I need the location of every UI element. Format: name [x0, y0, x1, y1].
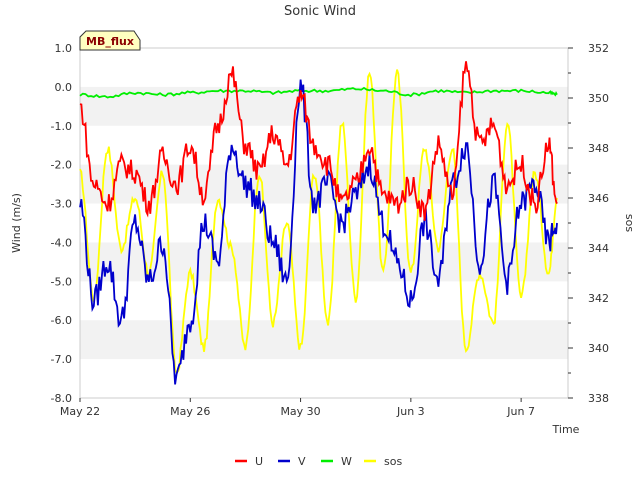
y2-tick-label: 346	[588, 192, 609, 205]
x-tick-label: Jun 7	[506, 405, 535, 418]
y-tick-label: -8.0	[51, 392, 72, 405]
y2-tick-label: 338	[588, 392, 609, 405]
series-layer	[79, 61, 558, 385]
legend-label-sos: sos	[384, 455, 402, 468]
y2-tick-label: 340	[588, 342, 609, 355]
series-line-u	[79, 61, 558, 221]
x-tick-label: May 26	[170, 405, 210, 418]
y2-tick-label: 352	[588, 42, 609, 55]
x-axis-label: Time	[552, 423, 580, 436]
y-tick-label: -5.0	[51, 275, 72, 288]
series-line-v	[79, 79, 558, 385]
chart-title: Sonic Wind	[284, 4, 356, 19]
legend-label-u: U	[255, 455, 263, 468]
y-axis-label: Wind (m/s)	[10, 193, 23, 253]
y-tick-label: -6.0	[51, 314, 72, 327]
y2-tick-label: 342	[588, 292, 609, 305]
y-tick-label: -2.0	[51, 159, 72, 172]
x-ticks: May 22 May 26 May 30 Jun 3 Jun 7	[60, 398, 535, 418]
y-ticks: 1.0 0.0 -1.0 -2.0 -3.0 -4.0 -5.0 -6.0 -7.0 -8.0	[51, 42, 72, 405]
series-line-w	[79, 86, 558, 99]
legend-label-w: W	[341, 455, 352, 468]
y-tick-label: 0.0	[55, 81, 73, 94]
y2-tick-label: 350	[588, 92, 609, 105]
y-tick-label: 1.0	[55, 42, 73, 55]
grid-band	[80, 320, 568, 360]
y2-axis-label: sos	[623, 214, 636, 232]
x-tick-label: May 30	[280, 405, 320, 418]
legend-label-v: V	[298, 455, 306, 468]
series-line-sos	[79, 69, 558, 374]
y-tick-label: -3.0	[51, 198, 72, 211]
y2-tick-label: 348	[588, 142, 609, 155]
grid-band	[80, 86, 568, 126]
y-tick-label: -7.0	[51, 353, 72, 366]
badge-label: MB_flux	[86, 35, 134, 48]
y-tick-label: -4.0	[51, 236, 72, 249]
y2-tick-label: 344	[588, 242, 609, 255]
badge-shape	[79, 30, 141, 51]
y2-ticks: 338 340 342 344 346 348 350 352	[568, 42, 609, 405]
x-tick-label: Jun 3	[396, 405, 425, 418]
mb-flux-badge: MB_flux	[79, 30, 141, 51]
x-tick-label: May 22	[60, 405, 100, 418]
grid-bands	[80, 86, 568, 360]
y-tick-label: -1.0	[51, 120, 72, 133]
